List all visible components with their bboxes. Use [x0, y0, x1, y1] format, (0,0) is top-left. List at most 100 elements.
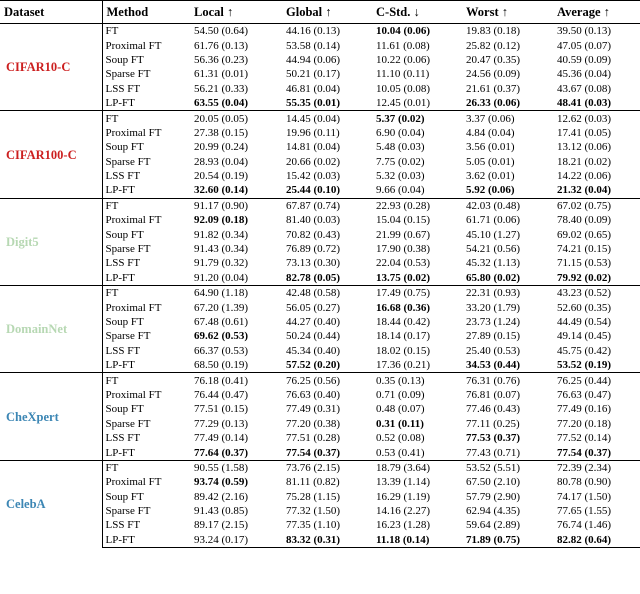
value-cell: 9.66 (0.04) — [376, 184, 425, 197]
value-cell: 56.05 (0.27) — [286, 301, 341, 314]
value-cell: 76.44 (0.47) — [194, 388, 249, 401]
value-cell: 56.36 (0.23) — [194, 53, 249, 66]
value-cell: 25.44 (0.10) — [286, 184, 341, 197]
value-cell: 68.50 (0.19) — [194, 359, 249, 372]
value-cell: 15.42 (0.03) — [286, 170, 341, 183]
table-row: CheXpert FT 76.18 (0.41) 76.25 (0.56) 0.35 (… — [0, 372, 640, 461]
table-row: LSS FT 56.21 (0.33) 46.81 (0.04) 10.05 (0.0… — [0, 82, 640, 96]
value-cell: 14.45 (0.04) — [282, 110, 372, 126]
method-cell: Proximal FT — [105, 476, 162, 489]
value-cell: 53.52 (5.51) — [462, 459, 553, 476]
value-cell: 7.75 (0.02) — [376, 155, 425, 168]
value-cell: 0.31 (0.11) — [376, 417, 424, 430]
value-cell: 82.82 (0.64) — [553, 532, 640, 549]
value-cell: 26.33 (0.06) — [466, 97, 521, 110]
table-row: Proximal FT 67.20 (1.39) 56.05 (0.27) 16.68… — [0, 300, 640, 314]
value-cell: 46.81 (0.04) — [286, 82, 341, 95]
value-cell: 59.64 (2.89) — [466, 519, 521, 532]
table-body: CIFAR10-C FT 54.50 (0.64) 44.16 (0.13) 10.04… — [0, 23, 640, 549]
value-cell: 92.09 (0.18) — [194, 214, 249, 227]
value-cell: 77.43 (0.71) — [466, 446, 521, 459]
value-cell: 76.18 (0.41) — [190, 372, 282, 388]
value-cell: 15.04 (0.15) — [376, 214, 431, 227]
table-row: Sparse FT 28.93 (0.04) 20.66 (0.02) 7.75 (0… — [0, 155, 640, 169]
value-cell: 16.68 (0.36) — [376, 301, 431, 314]
value-cell: 21.61 (0.37) — [466, 82, 521, 95]
table-row: Proximal FT 93.74 (0.59) 81.11 (0.82) 13.39… — [0, 475, 640, 489]
value-cell: 77.54 (0.37) — [286, 446, 341, 459]
value-cell: 19.83 (0.18) — [466, 25, 521, 38]
value-cell: 76.63 (0.40) — [286, 388, 341, 401]
method-cell: LSS FT — [105, 344, 141, 357]
dataset-label: Digit5 — [0, 197, 103, 286]
value-cell: 45.32 (1.13) — [466, 257, 521, 270]
method-cell: Soup FT — [105, 228, 144, 241]
value-cell: 39.50 (0.13) — [557, 25, 612, 38]
value-cell: 0.35 (0.13) — [372, 372, 462, 388]
value-cell: 66.37 (0.53) — [194, 344, 249, 357]
value-cell: 22.93 (0.28) — [372, 197, 462, 214]
header-global: Global ↑ — [282, 0, 372, 24]
value-cell: 44.94 (0.06) — [286, 53, 341, 66]
value-cell: 3.62 (0.01) — [466, 170, 515, 183]
header-dataset: Dataset — [0, 0, 103, 24]
method-cell: LSS FT — [105, 432, 141, 445]
value-cell: 19.96 (0.11) — [286, 126, 340, 139]
table-row: Soup FT 56.36 (0.23) 44.94 (0.06) 10.22 (0.… — [0, 53, 640, 67]
value-cell: 18.44 (0.42) — [376, 316, 431, 328]
method-cell: FT — [102, 110, 190, 126]
value-cell: 73.76 (2.15) — [282, 459, 372, 476]
table-row: LSS FT 20.54 (0.19) 15.42 (0.03) 5.32 (0.03… — [0, 169, 640, 183]
table-row: LP-FT 63.55 (0.04) 55.35 (0.01) 12.45 (0.01… — [0, 96, 640, 111]
value-cell: 13.39 (1.14) — [376, 476, 431, 489]
value-cell: 64.90 (1.18) — [190, 285, 282, 301]
value-cell: 77.20 (0.38) — [286, 417, 341, 430]
value-cell: 76.31 (0.76) — [462, 372, 553, 388]
method-cell: Soup FT — [105, 403, 144, 416]
value-cell: 44.16 (0.13) — [286, 25, 341, 38]
value-cell: 10.04 (0.06) — [376, 25, 431, 38]
value-cell: 14.16 (2.27) — [376, 505, 431, 518]
header-c-std: C-Std. ↓ — [372, 0, 462, 24]
value-cell: 47.05 (0.07) — [557, 39, 612, 52]
method-cell: LP-FT — [105, 184, 135, 197]
value-cell: 79.92 (0.02) — [557, 271, 612, 284]
value-cell: 71.15 (0.53) — [557, 257, 612, 270]
value-cell: 12.62 (0.03) — [553, 110, 640, 126]
method-cell: FT — [102, 285, 190, 301]
value-cell: 20.99 (0.24) — [194, 141, 249, 154]
value-cell: 49.14 (0.45) — [557, 330, 612, 343]
value-cell: 43.23 (0.52) — [553, 285, 640, 301]
value-cell: 77.11 (0.25) — [466, 417, 520, 430]
table-row: LP-FT 77.64 (0.37) 77.54 (0.37) 0.53 (0.41)… — [0, 445, 640, 460]
value-cell: 27.38 (0.15) — [194, 126, 249, 139]
value-cell: 54.50 (0.64) — [194, 25, 249, 38]
value-cell: 0.48 (0.07) — [376, 403, 425, 416]
value-cell: 33.20 (1.79) — [466, 301, 521, 314]
table-row: Soup FT 89.42 (2.16) 75.28 (1.15) 16.29 (1.… — [0, 490, 640, 504]
header-method: Method — [102, 0, 190, 24]
results-table: Dataset Method Local ↑ Global ↑ C-Std. ↓… — [0, 0, 640, 549]
dataset-label: DomainNet — [0, 285, 103, 373]
table-row: LP-FT 93.24 (0.17) 83.32 (0.31) 11.18 (0.14… — [0, 532, 640, 549]
dataset-label: CelebA — [0, 459, 103, 548]
method-cell: Proximal FT — [105, 214, 162, 227]
value-cell: 61.31 (0.01) — [194, 68, 249, 81]
value-cell: 16.29 (1.19) — [376, 490, 431, 503]
value-cell: 14.22 (0.06) — [557, 170, 612, 183]
value-cell: 55.35 (0.01) — [286, 97, 341, 110]
value-cell: 72.39 (2.34) — [553, 459, 640, 476]
value-cell: 80.78 (0.90) — [557, 476, 612, 489]
value-cell: 16.23 (1.28) — [376, 519, 431, 532]
value-cell: 21.32 (0.04) — [557, 184, 612, 197]
value-cell: 62.94 (4.35) — [466, 505, 521, 518]
value-cell: 74.21 (0.15) — [557, 243, 612, 256]
value-cell: 10.22 (0.06) — [376, 53, 431, 66]
value-cell: 77.65 (1.55) — [557, 505, 612, 518]
value-cell: 45.36 (0.04) — [557, 68, 612, 81]
value-cell: 44.49 (0.54) — [557, 316, 612, 328]
value-cell: 77.35 (1.10) — [286, 519, 341, 532]
value-cell: 91.17 (0.90) — [190, 197, 282, 214]
method-cell: LP-FT — [105, 446, 135, 459]
header-local: Local ↑ — [190, 0, 282, 24]
